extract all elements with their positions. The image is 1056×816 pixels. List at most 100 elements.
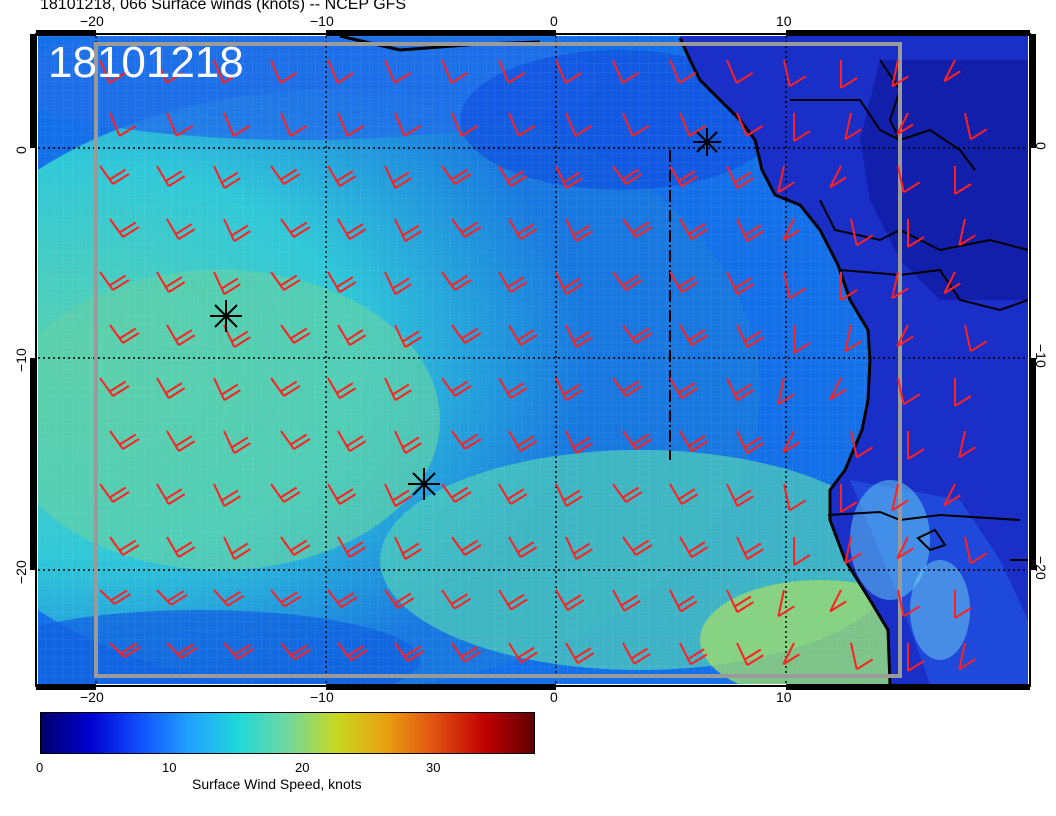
wind-barb bbox=[565, 218, 593, 242]
wind-barb bbox=[565, 536, 593, 560]
wind-barb bbox=[679, 536, 709, 558]
lon-tick-bottom: −20 bbox=[80, 689, 104, 705]
wind-barb bbox=[829, 589, 847, 613]
lon-tick-bottom: 0 bbox=[550, 689, 558, 705]
wind-barb bbox=[166, 218, 196, 240]
wind-barb bbox=[441, 59, 469, 84]
wind-barb bbox=[109, 324, 140, 344]
wind-barb bbox=[669, 165, 699, 187]
wind-barb bbox=[736, 430, 764, 454]
lat-tick-right: −20 bbox=[1033, 556, 1049, 580]
wind-barb bbox=[679, 112, 707, 137]
wind-barb bbox=[669, 377, 699, 399]
wind-barb bbox=[337, 324, 367, 346]
wind-barb bbox=[156, 59, 184, 84]
wind-barb bbox=[508, 536, 538, 558]
wind-barb bbox=[783, 271, 807, 300]
wind-barb bbox=[829, 165, 847, 189]
wind-barb bbox=[565, 112, 593, 137]
wind-barb bbox=[498, 165, 528, 187]
wind-barb bbox=[844, 112, 862, 141]
wind-barb bbox=[622, 112, 650, 137]
wind-barb bbox=[907, 219, 925, 248]
wind-barb bbox=[508, 324, 538, 346]
lon-tick-bottom: −10 bbox=[310, 689, 334, 705]
wind-barb bbox=[337, 536, 367, 558]
colorbar-tick: 0 bbox=[36, 760, 44, 775]
wind-barb bbox=[327, 377, 357, 399]
wind-barb bbox=[896, 324, 914, 348]
wind-barb bbox=[384, 377, 412, 401]
wind-barb bbox=[451, 536, 482, 556]
wind-barb bbox=[555, 165, 583, 189]
storm-marker-x-star bbox=[693, 128, 721, 156]
wind-barb bbox=[897, 165, 921, 194]
wind-barb bbox=[622, 324, 653, 344]
wind-barb bbox=[451, 324, 482, 344]
colorbar-tick: 30 bbox=[426, 760, 441, 775]
wind-barb bbox=[166, 536, 196, 558]
wind-barb bbox=[270, 271, 301, 291]
wind-barb bbox=[223, 112, 251, 137]
wind-barb bbox=[736, 642, 764, 666]
wind-barb bbox=[612, 377, 643, 397]
wind-barb bbox=[782, 218, 800, 242]
wind-barb bbox=[223, 536, 251, 560]
wind-barb bbox=[612, 589, 641, 612]
wind-barb bbox=[156, 589, 188, 606]
wind-barb bbox=[896, 112, 914, 136]
wind-barb bbox=[109, 430, 140, 450]
wind-barb bbox=[498, 483, 528, 505]
wind-barb bbox=[384, 59, 412, 84]
wind-barb bbox=[850, 218, 874, 247]
wind-barb bbox=[109, 218, 140, 238]
wind-barb bbox=[777, 165, 795, 194]
wind-barb bbox=[166, 430, 196, 452]
wind-barb bbox=[223, 642, 255, 660]
wind-barb bbox=[943, 483, 961, 507]
wind-barb bbox=[498, 59, 526, 84]
storm-marker-x-star bbox=[210, 300, 242, 332]
wind-barb bbox=[726, 377, 754, 401]
wind-barb bbox=[213, 483, 241, 507]
wind-barb bbox=[327, 271, 357, 293]
wind-barb bbox=[612, 271, 643, 291]
wind-barb bbox=[964, 324, 988, 353]
wind-barb bbox=[99, 59, 127, 84]
wind-barb bbox=[223, 430, 251, 454]
wind-barb bbox=[384, 483, 412, 507]
wind-barb bbox=[622, 430, 653, 450]
lon-tick-bottom: 10 bbox=[776, 689, 792, 705]
map-frame bbox=[30, 30, 1036, 690]
wind-barb bbox=[726, 59, 754, 84]
wind-barb bbox=[844, 536, 862, 565]
wind-barb bbox=[441, 483, 472, 503]
wind-barb bbox=[793, 113, 811, 142]
wind-barb bbox=[280, 536, 311, 556]
wind-barb bbox=[280, 642, 312, 661]
wind-barb bbox=[441, 271, 472, 291]
lon-tick-top: −20 bbox=[80, 13, 104, 29]
wind-barb bbox=[213, 377, 241, 401]
wind-barb bbox=[384, 271, 412, 295]
wind-barb bbox=[612, 483, 643, 503]
wind-barb bbox=[109, 642, 142, 658]
lat-tick-labels: 0 −10 −20 0 −10 −20 bbox=[13, 142, 1049, 584]
storm-marker-x-star bbox=[408, 468, 440, 500]
wind-barb bbox=[669, 483, 699, 505]
wind-barb bbox=[726, 271, 754, 295]
wind-barb bbox=[109, 536, 140, 556]
wind-barb bbox=[213, 59, 241, 84]
colorbar-tick: 10 bbox=[162, 760, 177, 775]
wind-barb bbox=[337, 642, 368, 662]
wind-barb bbox=[555, 483, 583, 507]
wind-barb bbox=[736, 112, 764, 137]
wind-barb bbox=[565, 324, 593, 348]
wind-barb bbox=[394, 218, 422, 242]
lon-tick-top: 0 bbox=[550, 13, 558, 29]
wind-barb bbox=[508, 218, 538, 240]
wind-barb bbox=[964, 536, 988, 565]
wind-barb bbox=[891, 59, 909, 88]
wind-barb bbox=[954, 590, 972, 619]
